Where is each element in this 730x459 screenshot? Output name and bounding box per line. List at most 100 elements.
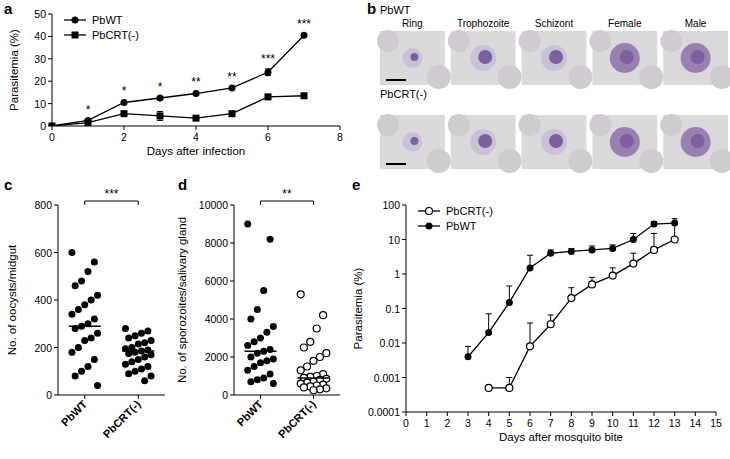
marker	[465, 353, 472, 360]
x-tick-label: PbWT	[59, 398, 90, 429]
marker	[300, 384, 307, 391]
error-cap	[589, 245, 595, 246]
column-label: Trophozoite	[457, 18, 510, 29]
marker	[91, 316, 98, 323]
marker	[141, 354, 148, 361]
rbc	[568, 65, 592, 89]
x-tick	[124, 126, 125, 130]
marker	[247, 378, 254, 385]
marker	[297, 367, 304, 374]
significance: ***	[261, 52, 275, 66]
marker	[121, 99, 128, 106]
marker	[671, 236, 678, 243]
rbc	[427, 65, 451, 89]
rbc	[589, 114, 611, 136]
marker	[506, 384, 513, 391]
marker	[265, 93, 272, 100]
y-axis	[52, 14, 53, 126]
marker	[589, 281, 596, 288]
x-tick	[426, 412, 427, 416]
y-tick	[54, 347, 58, 348]
cell	[541, 129, 567, 155]
x-tick	[260, 395, 261, 399]
y-tick	[230, 205, 234, 206]
cell	[681, 43, 711, 73]
significance: **	[191, 75, 201, 89]
median-line	[245, 351, 277, 353]
significance: ***	[104, 187, 118, 201]
error-cap	[527, 255, 533, 256]
marker	[301, 32, 308, 39]
marker	[85, 119, 92, 126]
marker	[316, 354, 323, 361]
y-tick-label: 400	[34, 294, 52, 306]
micrograph	[660, 114, 730, 173]
significance: **	[282, 187, 292, 201]
cell	[470, 129, 496, 155]
marker	[307, 338, 314, 345]
marker	[157, 95, 164, 102]
x-axis-title: Days after mosquito bite	[499, 431, 623, 443]
legend-label: PbWT	[92, 14, 123, 26]
y-tick	[48, 58, 52, 59]
marker	[301, 92, 308, 99]
marker	[81, 301, 88, 308]
marker	[128, 358, 135, 365]
marker	[257, 335, 264, 342]
rbc	[498, 65, 522, 89]
x-tick-label: 14	[689, 417, 701, 429]
marker	[263, 357, 270, 364]
error-cap	[157, 120, 163, 121]
marker	[84, 363, 91, 370]
rbc	[448, 114, 470, 136]
error-cap	[157, 111, 163, 112]
rbc	[639, 149, 663, 173]
marker	[244, 221, 251, 228]
series-line	[468, 223, 675, 357]
marker	[157, 112, 164, 119]
y-tick-label: 0	[46, 389, 52, 401]
x-tick-label: 15	[710, 417, 722, 429]
y-tick-label: 40	[34, 30, 46, 42]
marker	[144, 327, 151, 334]
y-tick	[230, 395, 234, 396]
marker	[132, 368, 139, 375]
parasite	[691, 50, 705, 64]
y-tick	[48, 103, 52, 104]
x-tick	[340, 126, 341, 130]
y-tick	[48, 36, 52, 37]
x-tick-label: 2	[121, 131, 127, 143]
rbc	[377, 114, 399, 136]
x-tick-label: 8	[568, 417, 574, 429]
marker	[68, 249, 75, 256]
micrograph	[589, 114, 663, 173]
x-tick	[674, 412, 675, 416]
y-tick-label: 2000	[205, 351, 229, 363]
marker	[141, 377, 148, 384]
marker	[568, 295, 575, 302]
y-tick	[48, 81, 52, 82]
marker	[84, 268, 91, 275]
significance: ***	[297, 17, 311, 31]
column-label: Schizont	[535, 18, 574, 29]
x-tick-label: 4	[193, 131, 199, 143]
marker	[75, 344, 82, 351]
y-tick	[402, 239, 406, 240]
marker	[94, 292, 101, 299]
column-label: Ring	[402, 18, 423, 29]
marker	[265, 69, 272, 76]
marker	[426, 208, 433, 215]
marker	[609, 245, 616, 252]
y-tick	[54, 205, 58, 206]
legend-label: PbWT	[446, 220, 477, 232]
marker	[547, 250, 554, 257]
x-tick	[468, 412, 469, 416]
x-tick	[695, 412, 696, 416]
y-tick-label: 6000	[205, 275, 229, 287]
parasite	[620, 50, 634, 64]
significance-bracket	[85, 201, 139, 205]
y-tick	[402, 274, 406, 275]
x-tick-label: PbCRT(-)	[276, 398, 318, 440]
x-tick	[654, 412, 655, 416]
x-tick-label: 11	[628, 417, 639, 429]
